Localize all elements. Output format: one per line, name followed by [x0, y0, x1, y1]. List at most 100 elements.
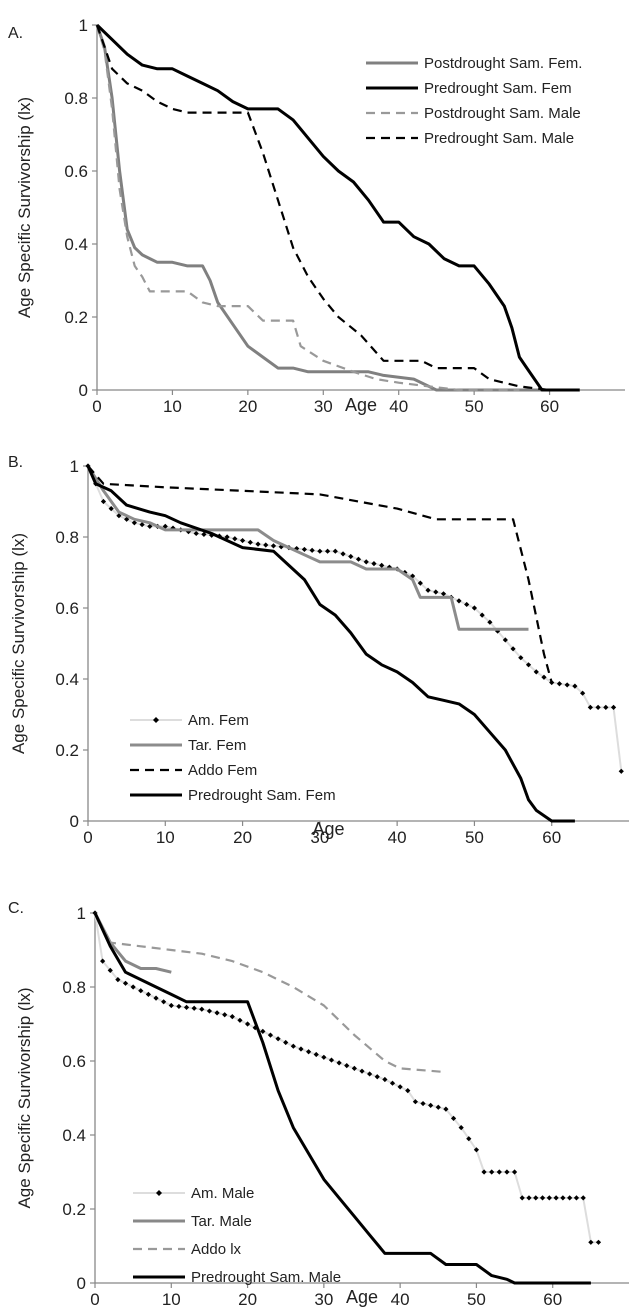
series-am-fem-point [239, 537, 246, 544]
series-am-fem-line [87, 465, 623, 772]
series-am-male-point [290, 1043, 296, 1049]
series-am-male-point [573, 1195, 580, 1201]
series-addo-fem-line [87, 465, 553, 683]
panel-a-label: A. [8, 25, 23, 42]
series-am-fem-point [417, 580, 423, 586]
series-am-fem-point [595, 704, 601, 710]
x-tick-label: 60 [540, 397, 559, 416]
series-am-fem-point [386, 564, 393, 570]
legend-tar-male-label: Tar. Male [191, 1213, 252, 1230]
series-am-male-point [214, 1010, 220, 1016]
series-am-male-point [367, 1071, 373, 1077]
x-tick-label: 40 [388, 828, 407, 847]
series-am-fem-point [580, 690, 586, 696]
series-am-fem-point [193, 530, 199, 537]
series-am-male-point [206, 1008, 213, 1014]
y-tick-label: 0.8 [55, 528, 79, 547]
x-tick-label: 60 [542, 828, 561, 847]
x-tick-label: 20 [238, 1290, 257, 1309]
series-am-fem-point [564, 682, 570, 688]
series-am-male-point [161, 999, 167, 1005]
series-am-fem-point [487, 619, 493, 625]
legend-predrought-sam-fem-label: Predrought Sam. Fem [424, 80, 572, 97]
series-am-male-point [473, 1147, 480, 1153]
y-tick-label: 0.8 [62, 978, 86, 997]
legend-am-male-label: Am. Male [191, 1185, 254, 1202]
series-am-male-point [237, 1017, 243, 1023]
series-am-fem-point [518, 655, 524, 661]
series-am-fem-point [618, 768, 624, 774]
series-am-fem-point [549, 679, 555, 686]
series-am-male-point [229, 1014, 235, 1020]
series-am-fem-point [201, 531, 207, 537]
series-am-fem-point [440, 591, 447, 597]
series-am-male-point [504, 1169, 510, 1175]
legend-predrought-sam-fem-label: Predrought Sam. Fem [188, 787, 336, 804]
legend-addo-fem-label: Addo Fem [188, 762, 257, 779]
y-axis-label: Age Specific Survivorship (lx) [15, 987, 34, 1208]
x-tick-label: 0 [92, 397, 101, 416]
series-predrought-sam-male-line [95, 24, 550, 392]
series-am-male-point [359, 1068, 365, 1074]
x-tick-label: 20 [233, 828, 252, 847]
series-tar-fem-line [86, 465, 529, 631]
panel-b-label: B. [8, 454, 23, 471]
series-am-fem-point [433, 589, 439, 595]
x-tick-label: 30 [310, 828, 329, 847]
series-am-male-point [496, 1169, 502, 1175]
series-am-male-point [553, 1195, 559, 1201]
series-am-fem-point [587, 704, 593, 710]
series-am-male-point [546, 1195, 552, 1201]
series-am-fem-point [263, 542, 269, 548]
series-am-male-point [191, 1005, 197, 1011]
series-am-male-point [382, 1076, 388, 1083]
x-tick-label: 10 [156, 828, 175, 847]
series-am-fem-point [355, 556, 362, 562]
series-am-fem-point [324, 548, 331, 554]
series-am-male-line [94, 912, 599, 1244]
x-tick-label: 30 [314, 397, 333, 416]
legend-am-male-marker [156, 1190, 162, 1196]
x-tick-label: 20 [238, 397, 257, 416]
series-am-male-point [130, 984, 136, 990]
series-am-male-point [244, 1021, 251, 1027]
series-am-fem-point [332, 548, 338, 554]
series-am-male-point [260, 1028, 266, 1034]
x-tick-label: 40 [391, 1290, 410, 1309]
x-axis-label: Age [345, 395, 377, 415]
series-am-fem-point [541, 674, 547, 680]
series-am-male-point [458, 1125, 464, 1131]
series-am-fem-point [456, 598, 462, 604]
series-am-male-point [405, 1088, 411, 1094]
series-am-fem-point [363, 559, 369, 565]
series-am-male-point [489, 1169, 495, 1175]
series-am-fem-point [294, 545, 300, 552]
series-am-fem-point [464, 601, 470, 608]
series-am-male-point [107, 967, 113, 973]
series-am-fem-point [495, 628, 501, 634]
y-tick-label: 1 [79, 16, 88, 35]
y-tick-label: 0 [70, 812, 79, 831]
series-am-male-point [267, 1032, 274, 1038]
series-am-male-point [595, 1239, 602, 1245]
series-am-male-point [138, 988, 144, 994]
series-am-male-point [283, 1039, 289, 1046]
series-am-fem-point [162, 523, 168, 529]
y-tick-label: 0 [77, 1274, 86, 1293]
series-am-male-point [275, 1036, 281, 1042]
series-am-male-point [183, 1004, 190, 1010]
series-am-fem-point [340, 551, 346, 557]
series-addo-lx-line [94, 912, 446, 1074]
series-am-fem-point [301, 546, 307, 553]
series-am-male-point [306, 1049, 312, 1055]
series-am-male-point [466, 1136, 472, 1142]
legend-addo-lx-label: Addo lx [191, 1241, 242, 1258]
y-tick-label: 0.4 [55, 670, 79, 689]
series-am-male-point [374, 1074, 380, 1080]
y-tick-label: 0.2 [62, 1200, 86, 1219]
